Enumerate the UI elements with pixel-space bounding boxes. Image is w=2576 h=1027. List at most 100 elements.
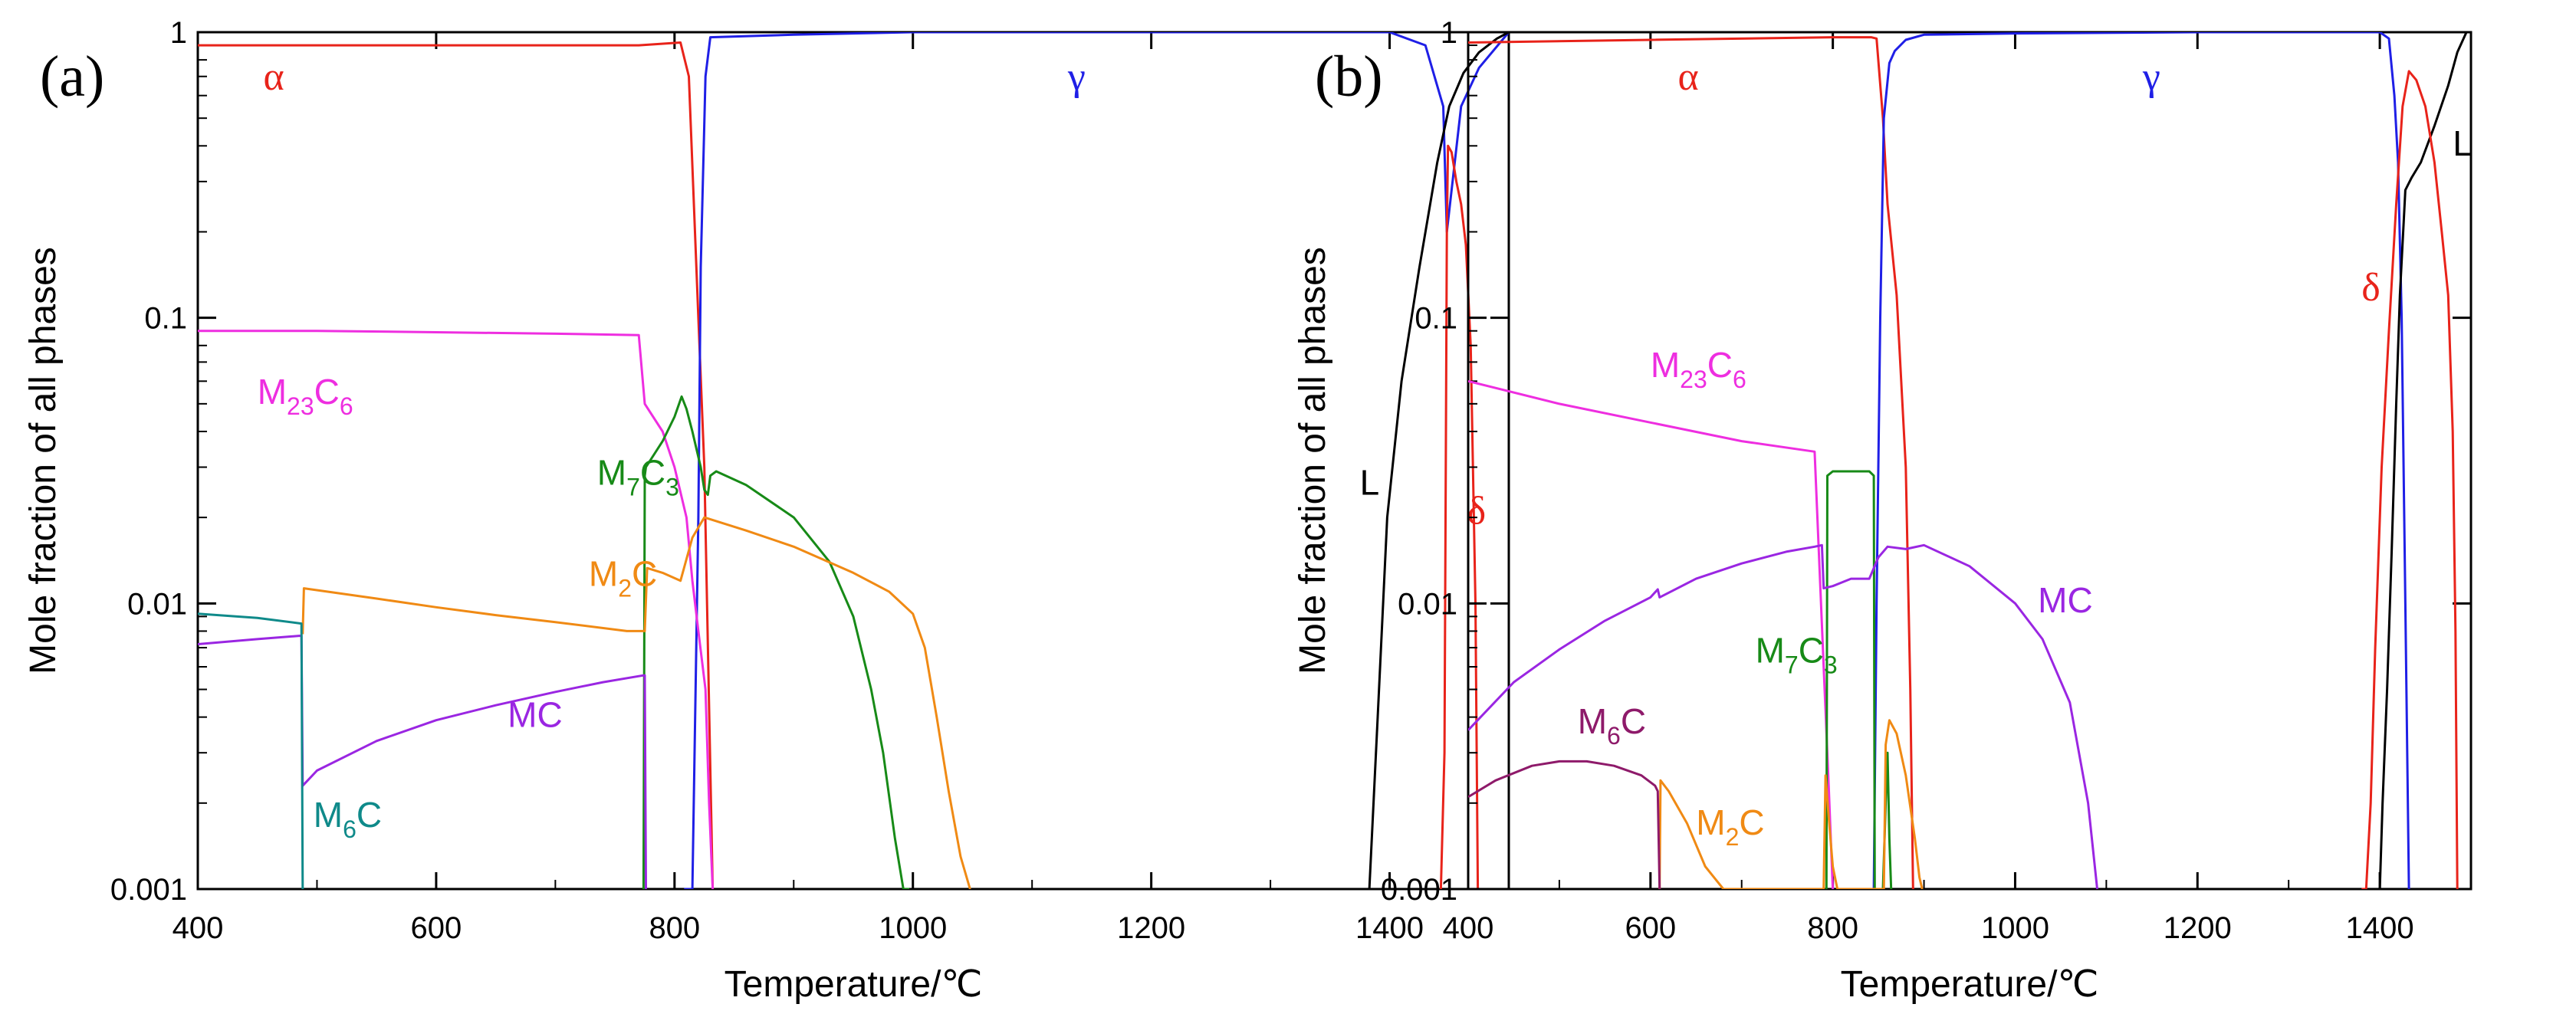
panel-b-plot-frame (1467, 31, 2472, 891)
x-tick-label: 800 (1807, 911, 1858, 945)
series-line- (198, 41, 715, 889)
phase-label-text: C (314, 372, 340, 412)
phase-label-text: α (1677, 55, 1698, 99)
panel-b: 400 600 800 1000 1200 1400 0.001 0.01 0.1 1 Temper… (1293, 16, 2472, 1005)
y-tick-label: 0.001 (110, 873, 187, 907)
phase-label-text: MC (2038, 580, 2093, 620)
y-tick-label: 0.1 (144, 302, 187, 336)
phase-label: γ (2142, 55, 2160, 99)
phase-label-subscript: 6 (340, 392, 353, 420)
panel-a-plot-frame (196, 31, 1510, 891)
phase-label-subscript: 7 (1785, 651, 1799, 679)
x-tick-label: 1200 (2164, 911, 2232, 945)
x-tick-label: 1200 (1117, 911, 1185, 945)
series-line-M6C (198, 612, 304, 889)
phase-label: α (264, 55, 284, 99)
series-line-L (1368, 32, 1509, 889)
series-line-M7C3 (642, 395, 910, 889)
x-tick-label: 400 (1443, 911, 1494, 945)
phase-label-text: M (1578, 701, 1607, 741)
x-tick-label: 1400 (1355, 911, 1424, 945)
x-tick-label: 600 (1625, 911, 1676, 945)
series-group (198, 32, 1509, 889)
phase-label: M23C6 (258, 372, 353, 420)
y-tick-label: 0.001 (1381, 873, 1457, 907)
phase-label-subscript: 2 (618, 575, 632, 602)
phase-label: M23C6 (1651, 345, 1746, 393)
series-line-MC (198, 635, 647, 889)
y-tick-label: 1 (1441, 16, 1457, 50)
phase-label-text: γ (2142, 55, 2160, 99)
phase-label: M7C3 (1756, 631, 1838, 679)
phase-label: M7C3 (597, 453, 679, 501)
phase-label-text: M (1756, 631, 1785, 671)
series-group (1468, 32, 2468, 889)
x-tick-label: 800 (649, 911, 700, 945)
x-tick-label: 600 (411, 911, 462, 945)
panel-letter: (b) (1315, 44, 1383, 109)
phase-label-subscript: 7 (626, 474, 640, 501)
phase-label-text: L (2453, 123, 2472, 163)
series-line-M23C6 (198, 330, 715, 889)
y-tick-label: 1 (170, 16, 187, 50)
phase-label-text: C (1739, 802, 1764, 842)
phase-label-text: C (1707, 345, 1733, 385)
series-line-M2C (1658, 719, 1924, 889)
phase-label: M6C (314, 795, 382, 843)
phase-label-text: L (1360, 463, 1380, 503)
x-axis-title: Temperature/℃ (724, 964, 983, 1005)
phase-label-text: M (314, 795, 343, 835)
phase-label: α (1677, 55, 1698, 99)
phase-label-text: M (258, 372, 287, 412)
x-tick-label: 400 (172, 911, 224, 945)
phase-label-subscript: 23 (287, 392, 314, 420)
panel-letter: (a) (40, 44, 104, 109)
phase-label-subscript: 3 (665, 474, 679, 501)
phase-label-text: δ (2361, 266, 2380, 310)
y-tick-label: 0.01 (1398, 587, 1457, 621)
y-tick-label: 0.1 (1414, 302, 1457, 336)
phase-label-text: C (640, 453, 665, 493)
series-line-M7C3 (1825, 470, 1893, 889)
series-line-M6C (1468, 760, 1661, 889)
phase-label-text: C (632, 554, 657, 594)
phase-label-text: MC (508, 694, 563, 734)
phase-label: MC (2038, 580, 2093, 620)
x-tick-label: 1000 (1981, 911, 2049, 945)
phase-label-subscript: 2 (1726, 823, 1740, 851)
y-tick-label: 0.01 (127, 587, 187, 621)
phase-label: M6C (1578, 701, 1646, 750)
series-line-MC (1468, 543, 2098, 889)
phase-label-subscript: 6 (1733, 366, 1746, 393)
phase-label: M2C (589, 554, 657, 602)
series-line-L (2378, 32, 2468, 889)
series-line- (2361, 70, 2459, 889)
phase-label: δ (2361, 266, 2380, 310)
y-axis-title: Mole fraction of all phases (1293, 247, 1333, 674)
phase-label-text: M (597, 453, 626, 493)
phase-label: MC (508, 694, 563, 734)
phase-label: δ (1467, 489, 1487, 533)
phase-label-text: C (1799, 631, 1824, 671)
phase-label: L (1360, 463, 1380, 503)
phase-label-text: C (356, 795, 382, 835)
phase-label: γ (1067, 55, 1086, 99)
phase-label-text: δ (1467, 489, 1487, 533)
phase-label-text: γ (1067, 55, 1086, 99)
y-axis-title: Mole fraction of all phases (23, 247, 64, 674)
x-tick-label: 1400 (2346, 911, 2414, 945)
phase-label-subscript: 3 (1824, 651, 1838, 679)
series-line- (1872, 32, 2410, 889)
phase-label: L (2453, 123, 2472, 163)
phase-label: M2C (1696, 802, 1764, 851)
phase-label-text: α (264, 55, 284, 99)
series-line- (1468, 36, 1914, 889)
panel-a: 400 600 800 1000 1200 14000.0010.010.11Temper… (23, 16, 1510, 1005)
phase-label-subscript: 6 (343, 815, 356, 843)
phase-label-subscript: 23 (1680, 366, 1707, 393)
phase-label-text: M (1696, 802, 1725, 842)
phase-label-text: C (1621, 701, 1646, 741)
phase-label-text: M (589, 554, 618, 594)
series-line- (684, 32, 1509, 889)
series-line-M2C (301, 516, 971, 889)
